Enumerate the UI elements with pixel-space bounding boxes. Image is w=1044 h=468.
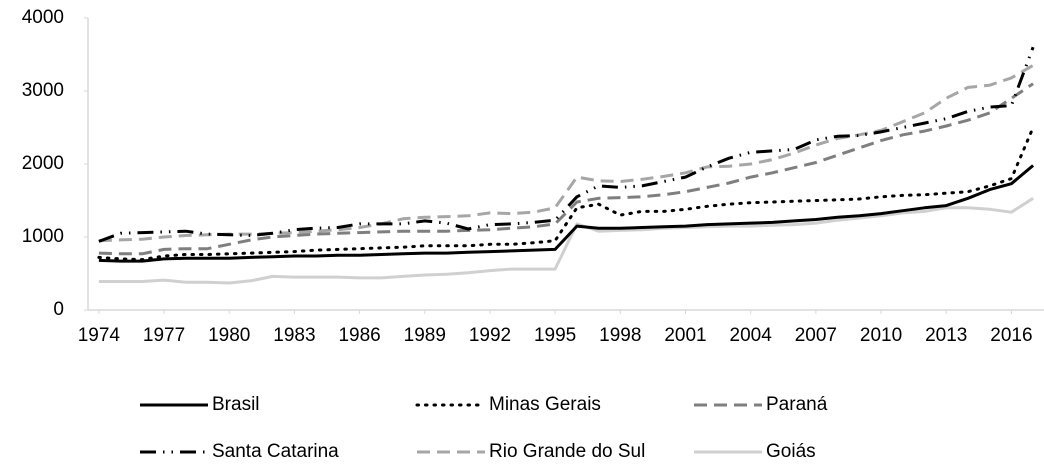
series-line bbox=[97, 126, 1035, 262]
x-tick-label: 2013 bbox=[925, 325, 967, 346]
x-tick-label: 2007 bbox=[795, 325, 837, 346]
legend-label: Rio Grande do Sul bbox=[489, 441, 645, 462]
y-tick-label: 1000 bbox=[22, 226, 64, 247]
x-tick-label: 1974 bbox=[78, 325, 121, 346]
legend-label: Goiás bbox=[766, 441, 816, 462]
x-tick-label: 2001 bbox=[664, 325, 706, 346]
x-tick-label: 2016 bbox=[990, 325, 1032, 346]
legend-label: Santa Catarina bbox=[212, 441, 339, 462]
x-tick-label: 1980 bbox=[208, 325, 250, 346]
y-tick-label: 3000 bbox=[22, 80, 64, 101]
y-tick-label: 4000 bbox=[22, 7, 64, 28]
series-line bbox=[98, 164, 1035, 263]
legend-label: Paraná bbox=[766, 394, 828, 415]
legend-label: Minas Gerais bbox=[489, 394, 601, 415]
x-tick-label: 1989 bbox=[404, 325, 446, 346]
x-tick-label: 2010 bbox=[860, 325, 902, 346]
x-tick-label: 1998 bbox=[599, 325, 641, 346]
x-tick-label: 1992 bbox=[469, 325, 511, 346]
x-tick-label: 1977 bbox=[143, 325, 185, 346]
y-tick-label: 2000 bbox=[22, 153, 64, 174]
series-line bbox=[98, 197, 1034, 285]
legend-label: Brasil bbox=[212, 394, 260, 415]
x-tick-label: 1983 bbox=[273, 325, 315, 346]
x-tick-label: 1995 bbox=[534, 325, 576, 346]
x-tick-label: 2004 bbox=[730, 325, 773, 346]
y-tick-label: 0 bbox=[53, 299, 64, 320]
x-tick-label: 1986 bbox=[338, 325, 380, 346]
series-line bbox=[98, 46, 1035, 243]
series-line bbox=[98, 82, 1034, 256]
